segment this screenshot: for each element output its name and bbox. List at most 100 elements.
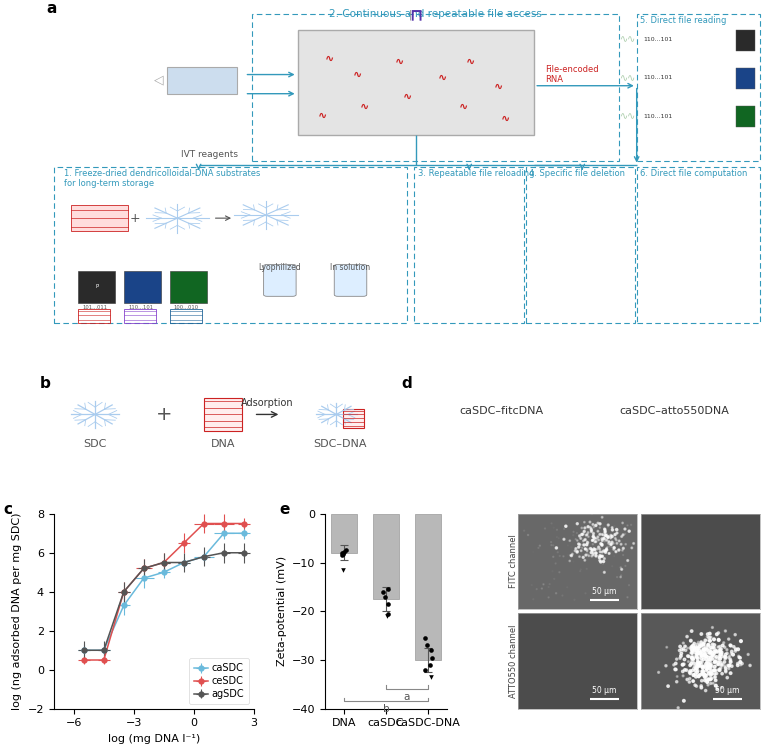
Point — [677, 659, 689, 671]
Point — [705, 664, 717, 676]
Point — [568, 526, 580, 538]
Point — [588, 521, 600, 533]
Point — [723, 663, 735, 675]
Text: c: c — [4, 502, 13, 517]
Point — [720, 644, 733, 656]
Point — [558, 523, 571, 535]
Point — [607, 541, 620, 553]
Point — [580, 549, 592, 561]
Point — [532, 542, 545, 554]
Point — [716, 646, 728, 658]
Point — [598, 532, 611, 544]
Point — [697, 667, 710, 679]
Point — [700, 657, 712, 670]
Point — [687, 639, 699, 651]
Point — [595, 550, 607, 562]
Point — [704, 657, 717, 669]
Point — [705, 646, 717, 658]
Point — [696, 661, 708, 673]
Point — [579, 522, 591, 534]
Point — [677, 642, 690, 654]
Point — [336, 549, 349, 561]
Point — [601, 541, 614, 553]
Point — [518, 525, 530, 537]
Point — [704, 670, 717, 682]
Text: +: + — [156, 405, 172, 424]
Point — [690, 680, 703, 692]
Point — [713, 644, 726, 656]
Point — [700, 672, 712, 684]
Point — [733, 650, 745, 662]
Point — [700, 651, 713, 663]
Point — [604, 531, 617, 543]
Point — [700, 661, 712, 673]
Point — [704, 661, 717, 673]
Point — [707, 642, 719, 654]
Point — [571, 535, 584, 547]
Point — [682, 655, 694, 667]
Text: DNA: DNA — [210, 440, 235, 449]
Point — [599, 546, 611, 558]
Point — [561, 539, 574, 551]
Point — [707, 649, 719, 661]
Point — [602, 532, 614, 544]
Point — [692, 665, 704, 677]
Point — [712, 658, 724, 670]
Text: Lyophilized: Lyophilized — [259, 263, 301, 271]
Point — [684, 665, 697, 677]
Point — [694, 669, 707, 681]
Point — [678, 654, 690, 666]
Point — [610, 534, 622, 546]
Point — [590, 550, 602, 562]
Point — [617, 549, 629, 561]
Text: SDC: SDC — [84, 440, 107, 449]
Point — [699, 674, 711, 686]
Point — [677, 644, 690, 656]
Point — [594, 554, 606, 566]
Y-axis label: Zeta-potential (mV): Zeta-potential (mV) — [276, 556, 286, 667]
Point — [723, 651, 735, 664]
Point — [703, 654, 716, 666]
Point — [698, 666, 710, 678]
Point — [588, 528, 600, 540]
Point — [690, 648, 702, 661]
Point — [582, 531, 594, 543]
Point — [716, 658, 728, 670]
Point — [594, 546, 607, 558]
Point — [679, 664, 691, 676]
Point — [714, 662, 727, 674]
Point — [596, 529, 608, 541]
Point — [712, 627, 724, 639]
Bar — [736, 68, 756, 89]
Point — [585, 523, 598, 535]
Point — [586, 535, 598, 547]
Point — [601, 543, 613, 555]
Point — [704, 646, 717, 658]
Point — [606, 521, 618, 533]
Point — [588, 534, 600, 546]
Point — [701, 642, 713, 654]
Point — [734, 656, 746, 668]
Point — [729, 629, 741, 641]
Point — [679, 640, 691, 652]
Point — [616, 544, 628, 556]
Point — [594, 550, 606, 562]
Point — [687, 650, 699, 662]
Point — [725, 648, 737, 660]
Text: 110...101: 110...101 — [644, 37, 673, 42]
Point — [587, 519, 599, 531]
Point — [602, 531, 614, 543]
Point — [421, 639, 433, 651]
Point — [685, 635, 697, 647]
Point — [707, 677, 720, 689]
Point — [597, 506, 609, 518]
Point — [721, 648, 733, 660]
Point — [692, 642, 704, 654]
Point — [615, 538, 627, 550]
Point — [710, 679, 722, 691]
Point — [701, 663, 713, 675]
Point — [692, 658, 704, 670]
Point — [730, 645, 742, 657]
Point — [727, 648, 739, 661]
Point — [715, 657, 727, 669]
